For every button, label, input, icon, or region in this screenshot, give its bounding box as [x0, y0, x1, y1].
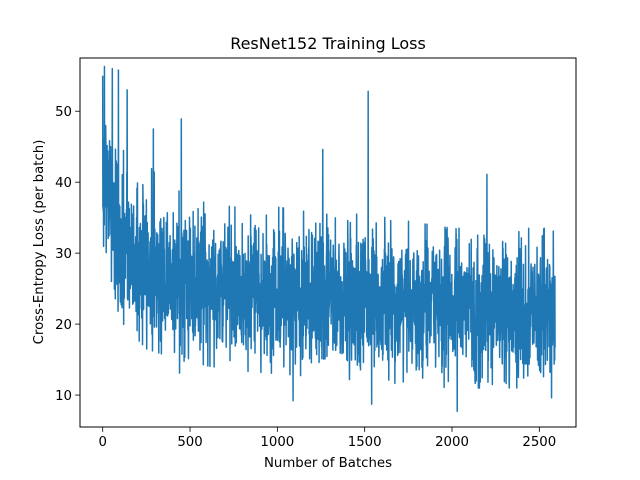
- y-axis-label: Cross-Entropy Loss (per batch): [32, 140, 47, 345]
- y-tick-label: 10: [55, 389, 72, 404]
- x-axis-label: Number of Batches: [264, 456, 392, 471]
- plot-frame: [79, 57, 577, 428]
- loss-series-line: [101, 65, 556, 413]
- x-tick-label: 2500: [522, 435, 556, 450]
- x-axis: 0 500 1000 1500 2000 2500: [98, 427, 556, 450]
- x-tick-label: 1500: [348, 435, 382, 450]
- x-tick-label: 2000: [435, 435, 469, 450]
- y-tick-label: 40: [55, 176, 72, 191]
- x-tick-label: 0: [98, 435, 106, 450]
- y-tick-label: 30: [55, 247, 72, 262]
- y-tick-label: 50: [55, 105, 72, 120]
- y-tick-label: 20: [55, 318, 72, 333]
- chart-title: ResNet152 Training Loss: [230, 34, 426, 53]
- y-axis: 10 20 30 40 50: [55, 105, 80, 404]
- x-tick-label: 1000: [260, 435, 294, 450]
- x-tick-label: 500: [177, 435, 202, 450]
